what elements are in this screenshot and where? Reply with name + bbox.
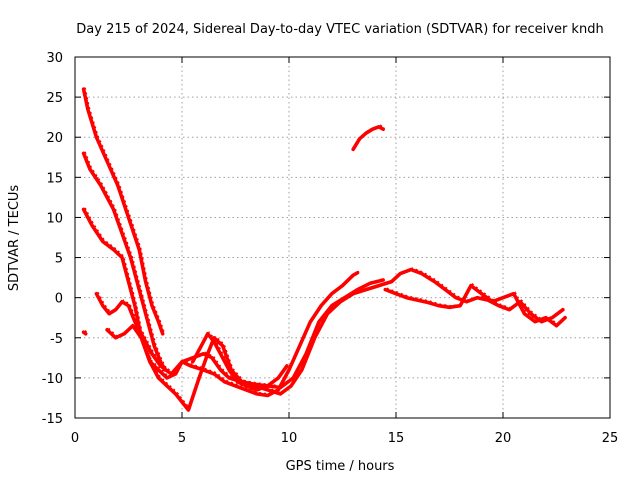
axes: 0 5 10 15 20 25 -15 -10 -5 0 5 10 15 20 25 30 [42, 51, 619, 446]
grid [75, 57, 610, 418]
x-tick-label: 10 [281, 431, 298, 446]
series-track-7 [351, 125, 386, 152]
series-track-2 [81, 151, 167, 372]
series-track-7-markers [354, 124, 386, 149]
y-tick-label: 30 [46, 51, 63, 66]
y-tick-label: 5 [55, 252, 63, 267]
y-tick-label: -10 [42, 372, 63, 387]
y-tick-label: 20 [46, 131, 63, 146]
y-tick-label: 25 [46, 91, 63, 106]
series-track-3-markers [84, 207, 360, 395]
series-track-4-markers [97, 277, 385, 387]
series-track-2-markers [84, 151, 168, 369]
x-tick-label: 20 [495, 431, 512, 446]
series-track-9-markers [193, 331, 289, 390]
series-track-3 [81, 207, 360, 398]
x-tick-label: 25 [602, 431, 619, 446]
chart-title: Day 215 of 2024, Sidereal Day-to-day VTE… [76, 22, 603, 37]
y-tick-label: 0 [55, 292, 63, 307]
plot-frame [74, 56, 611, 419]
y-tick-label: -15 [42, 412, 63, 427]
series-track-5 [105, 267, 565, 412]
series-track-8 [81, 330, 88, 336]
y-tick-label: 15 [46, 171, 63, 186]
series-track-8-markers [84, 330, 88, 333]
x-axis-label: GPS time / hours [286, 459, 395, 474]
x-tick-label: 15 [388, 431, 405, 446]
x-tick-label: 5 [178, 431, 186, 446]
x-tick-label: 0 [71, 431, 79, 446]
y-tick-label: -5 [50, 332, 63, 347]
y-axis-label: SDTVAR / TECUs [7, 185, 22, 292]
series-track-6 [383, 283, 567, 328]
y-tick-label: 10 [46, 211, 63, 226]
series-track-1 [81, 87, 165, 336]
series-track-1-markers [84, 87, 165, 333]
series-group [81, 87, 568, 412]
